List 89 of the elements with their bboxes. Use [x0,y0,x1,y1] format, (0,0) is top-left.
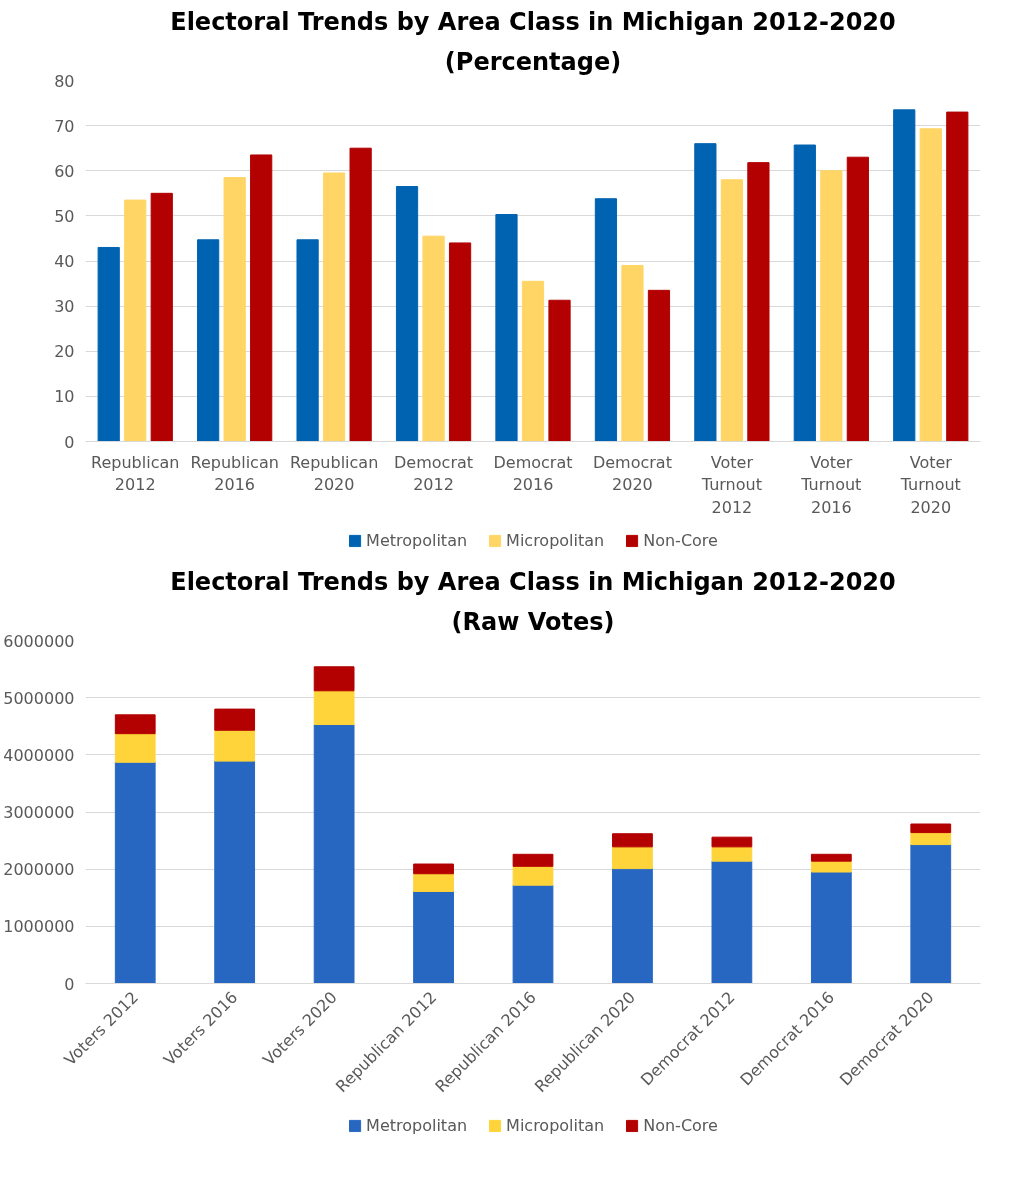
bar [711,836,753,848]
legend-label: Micropolitan [506,1115,605,1135]
bar [694,143,717,442]
bar [413,890,454,984]
bar [313,690,355,726]
chart-subtitle: (Raw Votes) [451,607,615,636]
bar [711,860,753,984]
legend-label: Metropolitan [366,530,468,550]
bar [647,289,671,442]
bar [512,865,554,886]
bar [521,280,545,442]
bar [910,844,952,984]
bar [124,199,147,442]
x-tick-label: Republican 2020 [289,452,379,495]
bar [820,170,843,442]
legend-label: Micropolitan [506,530,605,550]
y-tick-label: 3000000 [3,803,75,822]
bar [512,884,554,984]
bar [413,863,454,875]
bar [114,714,156,735]
bar [919,128,942,442]
bar [747,162,770,442]
x-tick-label: Voter Turnout 2020 [899,452,961,518]
y-tick-label: 4000000 [3,745,75,765]
legend-label: Non-Core [643,1115,718,1135]
x-tick-label: Democrat 2012 [394,452,474,495]
bar [711,846,753,862]
y-tick-label: 30 [54,297,75,317]
bar [422,235,445,442]
bar [313,666,355,692]
bar [946,111,969,442]
y-tick-label: 2000000 [3,860,75,880]
x-tick-label: Democrat 2016 [493,452,573,495]
chart-title: Electoral Trends by Area Class in Michigan 2012-2020 [170,567,896,596]
chart-title: Electoral Trends by Area Class in Michigan 2012-2020 [170,7,896,36]
x-tick-label: Republican 2016 [190,452,279,495]
bar [612,833,653,848]
bar [214,760,256,984]
bar [810,853,852,862]
x-tick-label: Voter Turnout 2012 [700,452,762,518]
bar [214,729,256,762]
y-tick-label: 20 [54,342,75,362]
bar [413,873,454,892]
bar [910,832,952,846]
y-tick-label: 6000000 [3,631,75,651]
y-tick-label: 1000000 [3,917,75,937]
x-tick-label: Voter Turnout 2016 [800,452,862,518]
bar [197,239,220,442]
bar [448,242,472,442]
bar [846,156,869,442]
y-tick-label: 5000000 [3,688,75,708]
bar [910,823,952,834]
x-tick-label: Democrat 2020 [592,452,672,495]
bar [793,144,816,442]
chart-subtitle: (Percentage) [444,47,622,76]
bar [720,179,743,442]
y-tick-label: 0 [64,432,75,452]
y-tick-label: 10 [54,387,75,407]
bar [97,246,120,442]
bar [548,299,571,442]
bar [214,708,256,731]
legend-label: Non-Core [643,530,718,550]
bar [323,172,346,442]
bar [114,733,156,763]
bar [612,868,653,984]
bar [512,853,554,867]
bar [810,871,852,984]
bar [810,860,852,873]
y-tick-label: 50 [54,206,75,226]
y-tick-label: 40 [54,252,75,271]
bar [313,724,355,984]
bar [495,214,518,442]
bar [893,109,916,442]
bar [612,846,653,870]
bar [296,239,319,442]
bar [395,186,419,442]
bar [594,198,618,442]
bar [150,192,173,442]
bar [250,154,273,442]
legend-label: Metropolitan [366,1115,468,1135]
y-tick-label: 60 [54,161,75,181]
y-tick-label: 0 [64,974,75,994]
x-tick-label: Republican 2012 [91,452,180,495]
bar [349,147,372,442]
y-tick-label: 70 [54,116,75,136]
bar [621,265,644,442]
bar [223,177,246,442]
bar [114,761,156,984]
y-tick-label: 80 [54,71,75,91]
